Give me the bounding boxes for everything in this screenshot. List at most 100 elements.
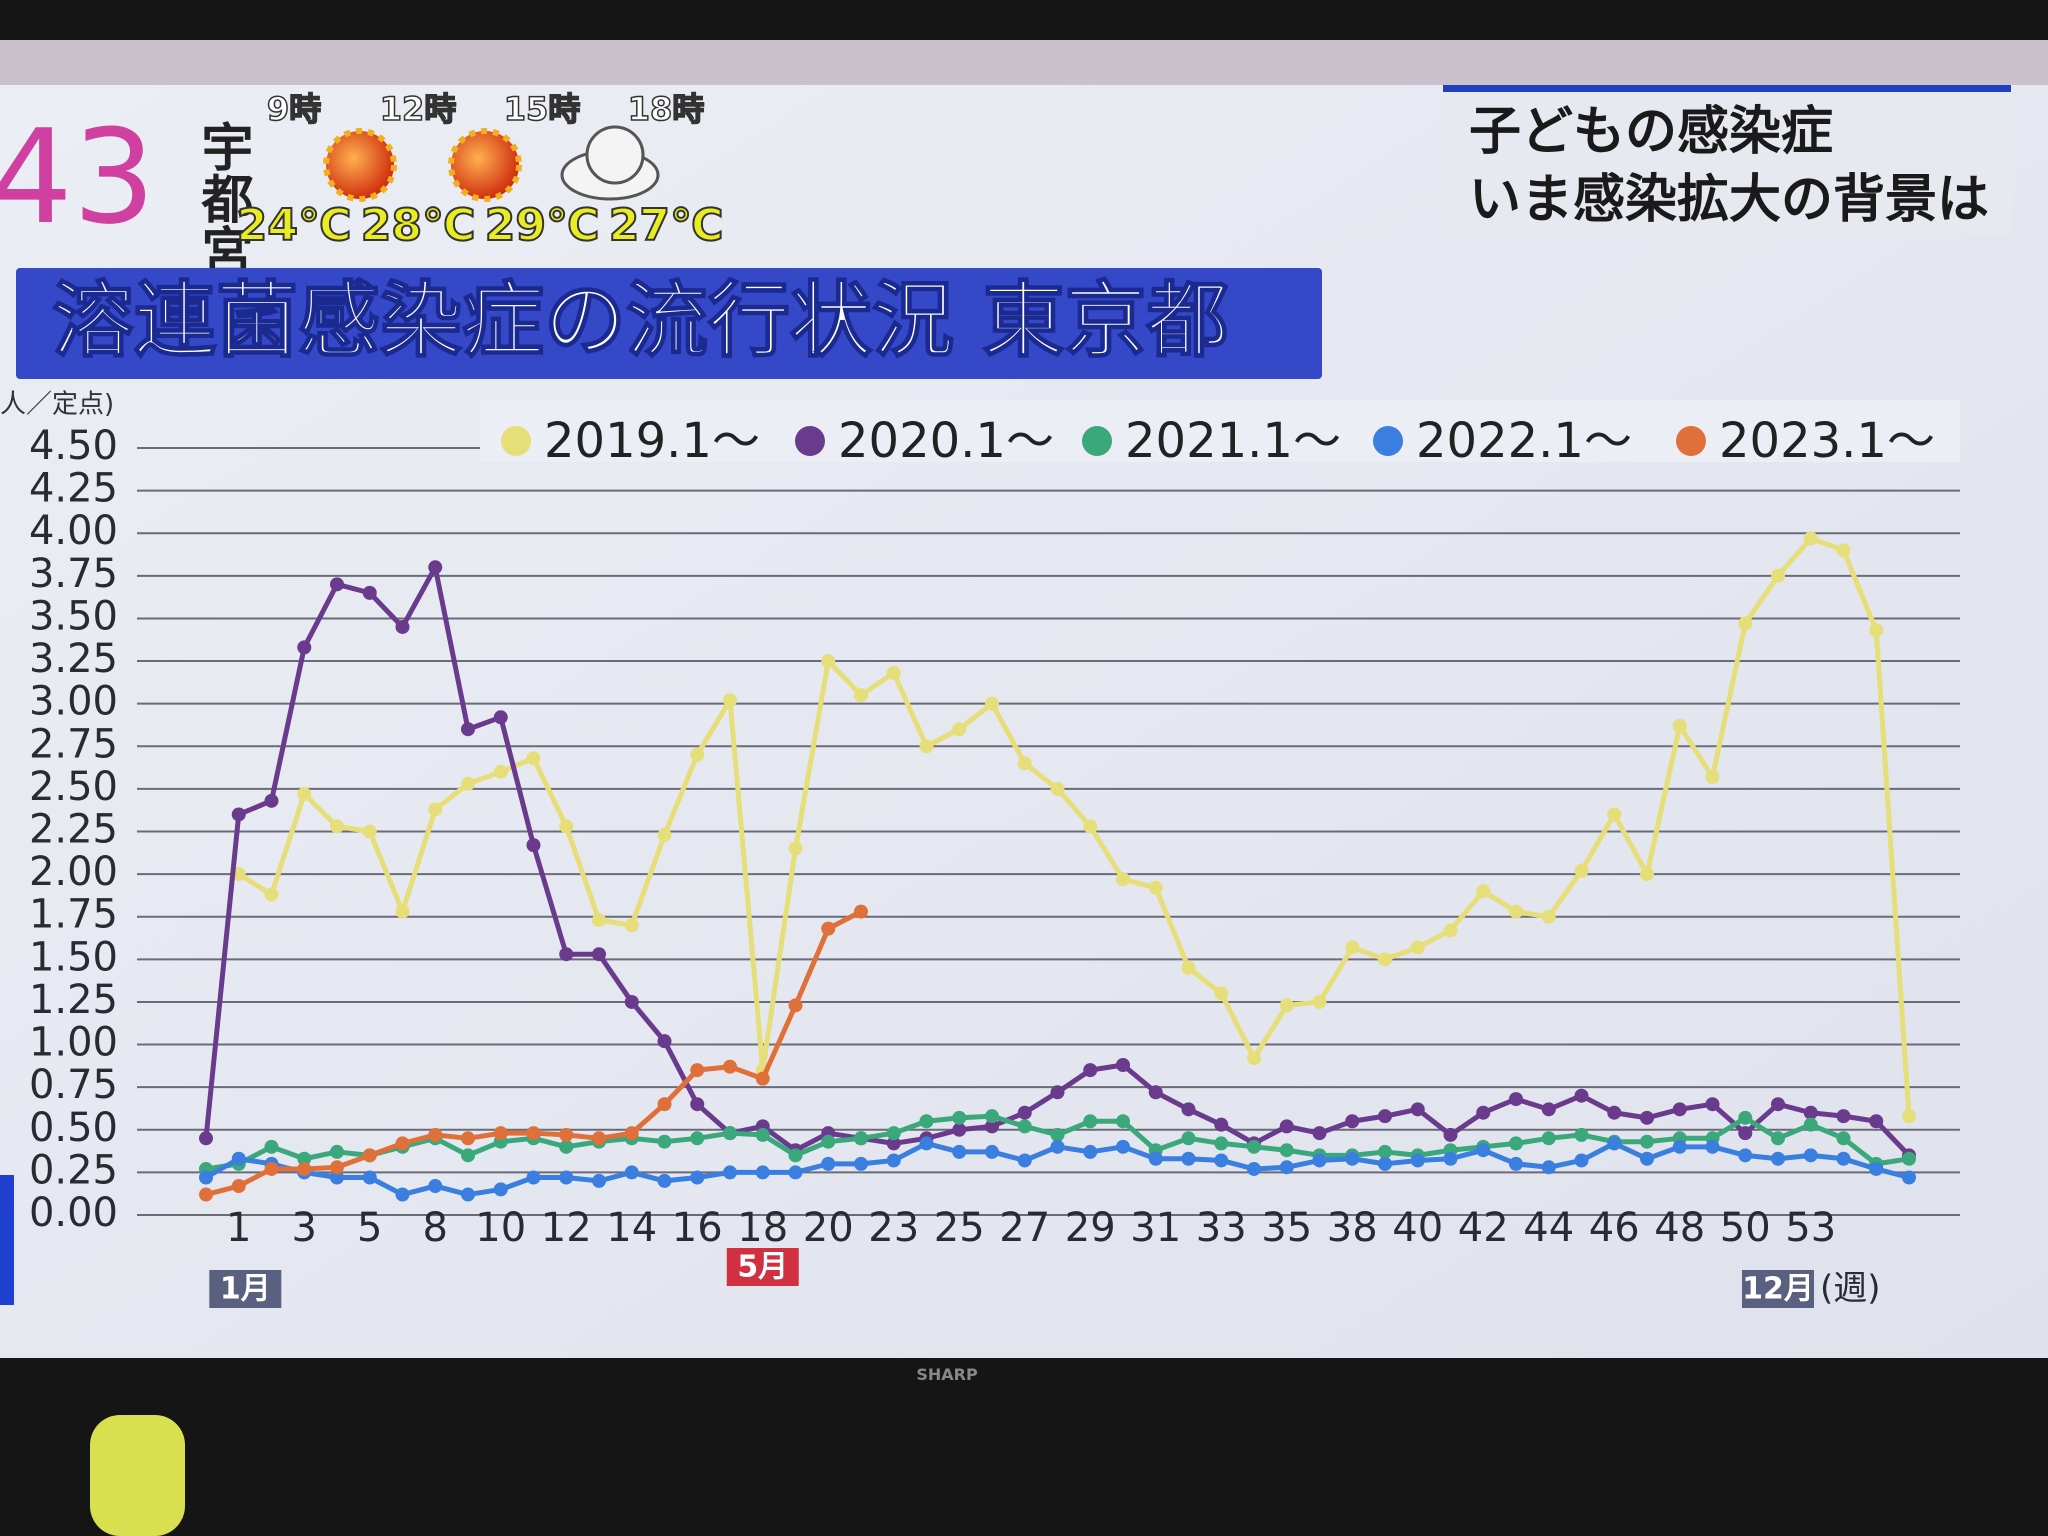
data-point [428,1127,443,1142]
data-point [854,1131,868,1146]
y-tick-label: 1.75 [29,892,118,938]
data-point [854,688,868,703]
data-point [592,947,606,962]
data-point [1541,1102,1556,1117]
data-point [919,739,934,754]
legend-label: 2023.1～ [1719,413,1935,469]
plot: 0.000.250.500.751.001.251.501.752.002.25… [29,400,1960,1309]
data-point [1247,1139,1261,1154]
data-point [723,1059,737,1074]
data-point [1640,867,1654,882]
legend-bg [480,400,1960,462]
data-point [1083,1114,1098,1129]
chart-title: 溶連菌感染症の流行状況 東京都 [52,273,1229,368]
data-point [821,654,836,669]
legend-label: 2021.1～ [1125,413,1341,469]
data-point [1836,543,1851,558]
data-point [1738,1126,1753,1141]
data-point [592,1131,606,1146]
headline-border [1443,85,2011,92]
data-point [362,1148,377,1163]
data-point [1148,1151,1163,1166]
data-point [231,1151,246,1166]
data-point [1803,531,1818,546]
data-point [1443,1127,1458,1142]
data-point [493,1182,508,1197]
data-point [985,1109,999,1124]
headline: いま感染拡大の背景は [1469,170,1989,230]
data-point [1279,998,1294,1013]
x-tick-label: 3 [292,1205,317,1251]
data-point [1509,1092,1523,1107]
data-point [1181,1102,1196,1117]
data-point [428,560,443,575]
data-point [755,1127,770,1142]
data-point [723,693,737,708]
y-tick-label: 4.25 [29,466,118,512]
data-point [559,1127,574,1142]
data-point [886,1136,901,1151]
month-tag [726,1248,799,1286]
legend-marker [501,426,531,456]
data-point [755,1071,770,1086]
data-point [952,722,967,737]
data-point [1476,1143,1491,1158]
data-point [1541,909,1556,924]
data-point [1116,1139,1130,1154]
y-tick-label: 0.25 [29,1147,118,1193]
data-point [461,776,475,791]
data-point [1672,718,1687,733]
data-point [1902,1109,1916,1124]
data-point [1050,1127,1065,1142]
data-point [461,1187,475,1202]
data-point [592,913,606,928]
y-tick-label: 0.50 [29,1105,118,1151]
x-tick-label: 40 [1392,1205,1443,1251]
data-point [1116,872,1130,887]
data-point [526,1126,541,1141]
x-tick-label: 14 [606,1205,657,1251]
data-point [1214,1117,1229,1132]
data-point [1378,1156,1392,1171]
data-point [297,1151,312,1166]
month-tag [1742,1270,1814,1308]
data-point [1509,1136,1523,1151]
data-point [1705,769,1720,784]
headline: 子どもの感染症 [1469,102,1833,162]
data-point [1116,1114,1130,1129]
data-point [1672,1139,1687,1154]
data-point [330,1144,344,1159]
data-point [493,710,508,725]
data-point [788,841,803,856]
data-point [1836,1109,1851,1124]
data-point [1607,1105,1622,1120]
data-point [723,1126,737,1141]
data-point [1116,1058,1130,1073]
data-point [624,918,639,933]
data-point [559,947,574,962]
data-point [592,1173,606,1188]
data-point [395,1187,410,1202]
month-label: 1月 [220,1272,271,1307]
data-point [821,1156,836,1171]
data-point [788,998,803,1013]
data-point [985,1144,999,1159]
x-tick-label: 33 [1196,1205,1247,1251]
data-point [362,824,377,839]
side-bar [0,1175,14,1305]
forecast-time: 12時 [380,90,457,128]
x-tick-label: 8 [423,1205,448,1251]
data-point [886,1153,901,1168]
data-point [493,1126,508,1141]
data-point [1836,1131,1851,1146]
data-point [1738,1148,1753,1163]
data-point [690,1097,705,1112]
data-point [526,1170,541,1185]
data-point [1312,994,1327,1009]
data-point [919,1114,934,1129]
data-point [1247,1051,1261,1066]
data-point [657,1173,672,1188]
data-point [559,819,574,834]
data-point [1279,1160,1294,1175]
data-point [1672,1102,1687,1117]
